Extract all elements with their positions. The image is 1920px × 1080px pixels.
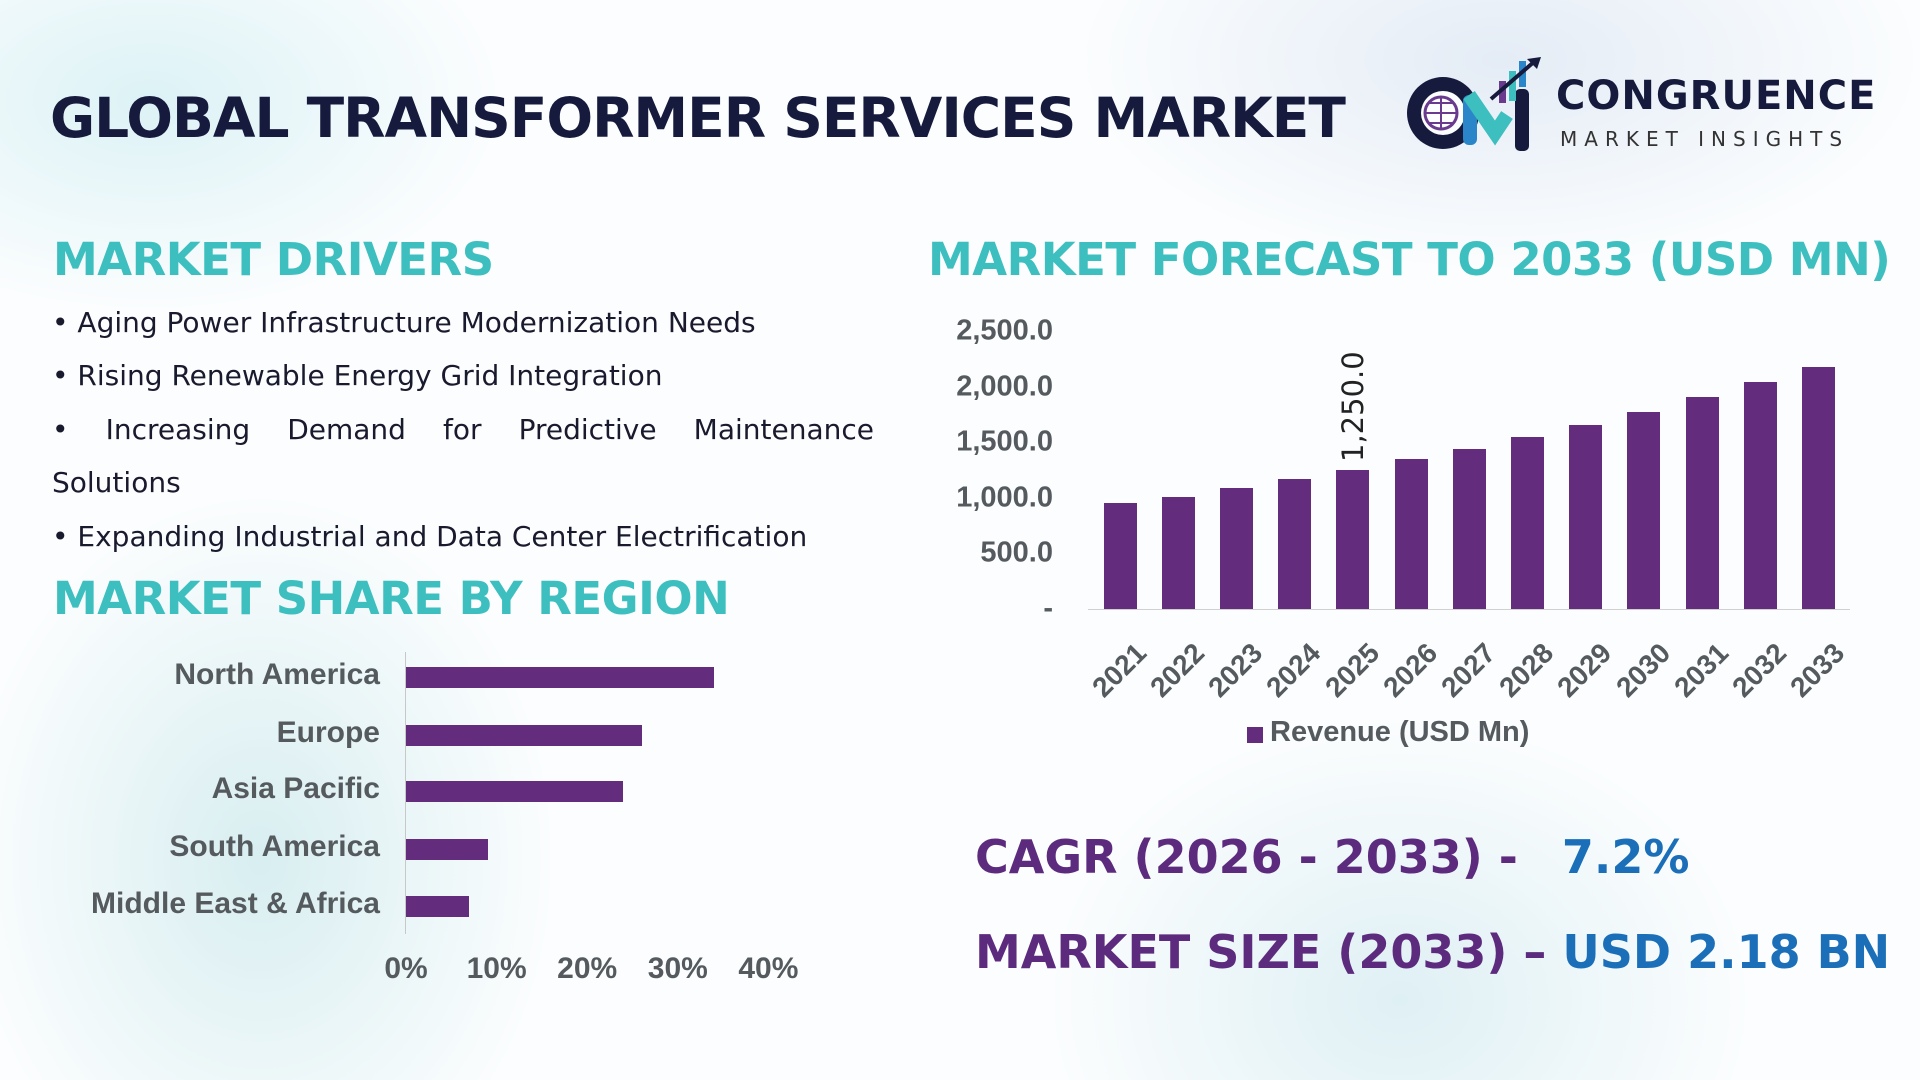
legend-swatch (1247, 727, 1263, 743)
forecast-bar (1801, 366, 1835, 609)
forecast-x-tick: 2021 (1085, 637, 1152, 703)
region-bar (406, 725, 642, 746)
forecast-data-label: 1,250.0 (1335, 351, 1370, 462)
forecast-x-tick: 2023 (1202, 637, 1269, 703)
region-label: Europe (276, 716, 380, 749)
forecast-x-tick: 2030 (1609, 637, 1676, 703)
forecast-chart-title: MARKET FORECAST TO 2033 (USD MN) (928, 233, 1891, 286)
region-label: Middle East & Africa (91, 887, 380, 920)
forecast-bar (1569, 424, 1603, 609)
region-label: Asia Pacific (211, 772, 380, 805)
forecast-x-tick: 2026 (1376, 637, 1443, 703)
forecast-y-tick: 1,500.0 (956, 425, 1053, 458)
cagr-label: CAGR (2026 - 2033) - (975, 830, 1518, 884)
forecast-bar (1510, 437, 1544, 609)
region-x-tick: 0% (384, 952, 428, 985)
region-bar (406, 839, 488, 860)
cagr-value: 7.2% (1561, 830, 1690, 884)
region-axis-line (405, 652, 406, 934)
forecast-y-tick: 2,000.0 (956, 370, 1053, 403)
region-x-tick: 20% (557, 952, 618, 985)
forecast-baseline (1088, 609, 1850, 610)
company-logo: CONGRUENCE MARKET INSIGHTS (1403, 55, 1877, 155)
market-size-value: USD 2.18 BN (1562, 925, 1891, 979)
forecast-bar (1685, 397, 1719, 609)
forecast-bar (1336, 470, 1370, 609)
region-x-tick: 10% (466, 952, 527, 985)
drivers-heading: MARKET DRIVERS (53, 233, 494, 286)
market-size-stat: MARKET SIZE (2033) – USD 2.18 BN (975, 925, 1890, 979)
driver-item: • Rising Renewable Energy Grid Integrati… (52, 359, 663, 392)
legend-label: Revenue (USD Mn) (1270, 716, 1530, 748)
driver-item: • Expanding Industrial and Data Center E… (52, 520, 808, 553)
forecast-x-tick: 2024 (1260, 637, 1327, 703)
region-bar (406, 896, 470, 917)
region-x-tick: 30% (647, 952, 708, 985)
forecast-x-tick: 2031 (1667, 637, 1734, 703)
page-title: GLOBAL TRANSFORMER SERVICES MARKET (50, 86, 1346, 150)
driver-item: • Increasing Demand for Predictive Maint… (52, 413, 874, 446)
forecast-y-tick: - (1043, 592, 1053, 625)
forecast-y-tick: 2,500.0 (956, 314, 1053, 347)
driver-item: • Aging Power Infrastructure Modernizati… (52, 306, 756, 339)
forecast-x-tick: 2028 (1493, 637, 1560, 703)
forecast-bar (1452, 449, 1486, 609)
forecast-x-tick: 2029 (1551, 637, 1618, 703)
market-size-label: MARKET SIZE (2033) – (975, 925, 1547, 979)
forecast-x-tick: 2032 (1726, 637, 1793, 703)
forecast-x-tick: 2027 (1435, 637, 1502, 703)
region-label: North America (174, 658, 380, 691)
forecast-y-tick: 500.0 (980, 536, 1053, 569)
driver-item-continuation: Solutions (52, 466, 181, 499)
region-bar (406, 781, 624, 802)
forecast-bar (1161, 496, 1195, 609)
region-label: South America (169, 830, 380, 863)
region-x-tick: 40% (738, 952, 799, 985)
forecast-x-tick: 2033 (1784, 637, 1851, 703)
forecast-x-tick: 2022 (1144, 637, 1211, 703)
cagr-stat: CAGR (2026 - 2033) - 7.2% (975, 830, 1689, 884)
forecast-bar (1627, 412, 1661, 609)
forecast-bar (1394, 459, 1428, 609)
region-bar (406, 667, 715, 688)
logo-name: CONGRUENCE (1556, 73, 1877, 119)
forecast-bar (1278, 479, 1312, 609)
region-chart-title: MARKET SHARE BY REGION (53, 572, 730, 625)
forecast-y-tick: 1,000.0 (956, 481, 1053, 514)
forecast-bar (1743, 382, 1777, 609)
forecast-bar (1219, 487, 1253, 609)
forecast-x-tick: 2025 (1318, 637, 1385, 703)
forecast-bar (1103, 503, 1137, 609)
logo-mark-icon (1407, 57, 1541, 151)
logo-tagline: MARKET INSIGHTS (1560, 127, 1850, 151)
